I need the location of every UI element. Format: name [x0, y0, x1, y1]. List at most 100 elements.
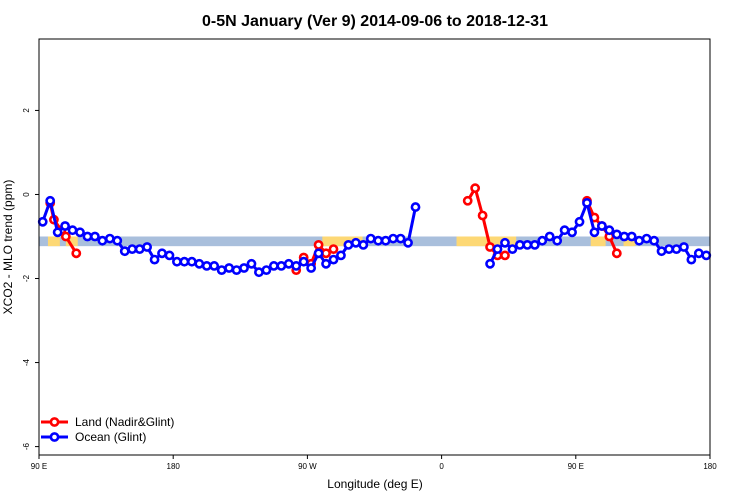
y-tick-label: -4 — [22, 358, 31, 366]
legend-label: Land (Nadir&Glint) — [75, 415, 174, 429]
data-point — [149, 254, 160, 265]
y-axis: 2 0 -2 -4 -6 — [22, 108, 39, 450]
data-point — [462, 195, 473, 206]
data-point — [201, 261, 212, 271]
legend-entry: Land (Nadir&Glint) — [41, 415, 174, 429]
legend: Land (Nadir&Glint)Ocean (Glint) — [41, 415, 174, 444]
land-band-segment — [47, 236, 60, 247]
x-tick-label: 90 E — [568, 462, 584, 471]
data-point — [97, 235, 108, 246]
data-point — [268, 261, 279, 271]
chart-title: 0-5N January (Ver 9) 2014-09-06 to 2018-… — [202, 13, 548, 30]
data-point — [321, 258, 331, 269]
data-point — [179, 256, 190, 267]
legend-entry: Ocean (Glint) — [41, 430, 146, 444]
data-point — [313, 248, 324, 259]
data-point — [686, 254, 697, 265]
data-point — [172, 256, 182, 267]
data-point — [507, 244, 518, 255]
data-point — [67, 225, 78, 236]
data-point — [276, 261, 287, 271]
data-point — [604, 225, 615, 236]
data-point — [306, 263, 317, 273]
data-point — [537, 235, 548, 246]
land-band-segment — [456, 236, 517, 247]
data-point — [649, 235, 659, 246]
legend-label: Ocean (Glint) — [75, 430, 146, 444]
data-point — [90, 231, 100, 242]
x-tick-label: 90 E — [31, 462, 47, 471]
data-point — [470, 183, 481, 194]
data-point — [194, 258, 205, 269]
data-point — [254, 267, 264, 278]
legend-marker — [49, 432, 60, 442]
y-tick-label: 2 — [22, 108, 31, 113]
data-point — [291, 261, 302, 271]
data-point — [671, 244, 682, 255]
land-band-segment — [623, 236, 636, 247]
plot-frame — [38, 38, 711, 456]
data-point — [343, 239, 354, 250]
data-point — [693, 248, 704, 259]
data-point — [626, 231, 637, 242]
data-point — [328, 254, 339, 265]
data-point — [112, 235, 123, 246]
x-axis: 90 E 180 90 W 0 90 E 180 — [31, 455, 717, 471]
data-point — [75, 227, 85, 238]
data-point — [574, 216, 585, 227]
data-point — [328, 244, 339, 255]
data-point — [37, 216, 48, 227]
data-point — [358, 239, 369, 250]
data-point — [492, 244, 503, 255]
data-point — [403, 237, 413, 248]
data-point — [127, 244, 138, 255]
data-point — [298, 256, 309, 267]
data-point — [552, 235, 563, 246]
data-point — [231, 265, 242, 276]
x-tick-label: 180 — [167, 462, 181, 471]
data-point — [142, 242, 153, 252]
data-point — [544, 231, 555, 242]
x-tick-label: 180 — [703, 462, 717, 471]
data-point — [500, 237, 510, 248]
y-tick-label: 0 — [22, 192, 31, 197]
ocean-series — [37, 195, 712, 278]
y-axis-label: XCO2 - MLO trend (ppm) — [1, 180, 15, 315]
data-point — [641, 233, 652, 244]
data-point — [261, 265, 272, 276]
x-tick-label: 90 W — [298, 462, 317, 471]
data-point — [216, 265, 227, 276]
data-point — [589, 227, 600, 238]
data-point — [313, 239, 324, 250]
data-point — [477, 210, 488, 221]
data-point — [350, 237, 361, 248]
x-tick-label: 0 — [439, 462, 444, 471]
data-point — [522, 239, 533, 250]
data-point — [701, 250, 712, 261]
data-point — [611, 248, 622, 259]
data-point — [60, 231, 71, 242]
data-point — [119, 246, 130, 257]
data-point — [45, 195, 56, 206]
data-point — [134, 244, 145, 255]
data-point — [567, 227, 577, 238]
data-point — [283, 258, 294, 269]
data-point — [611, 229, 622, 240]
x-axis-label: Longitude (deg E) — [327, 477, 422, 491]
data-point — [679, 242, 689, 252]
data-point — [634, 235, 645, 246]
data-point — [336, 250, 346, 261]
data-point — [157, 248, 167, 259]
data-point — [500, 250, 510, 261]
data-point — [186, 256, 197, 267]
data-point — [664, 244, 674, 255]
data-point — [71, 248, 82, 259]
data-point — [395, 233, 406, 244]
data-point — [373, 235, 384, 246]
data-point — [224, 263, 235, 273]
data-point — [596, 221, 607, 231]
legend-marker — [49, 417, 60, 427]
data-point — [60, 221, 70, 231]
land-band-segment — [322, 236, 363, 247]
